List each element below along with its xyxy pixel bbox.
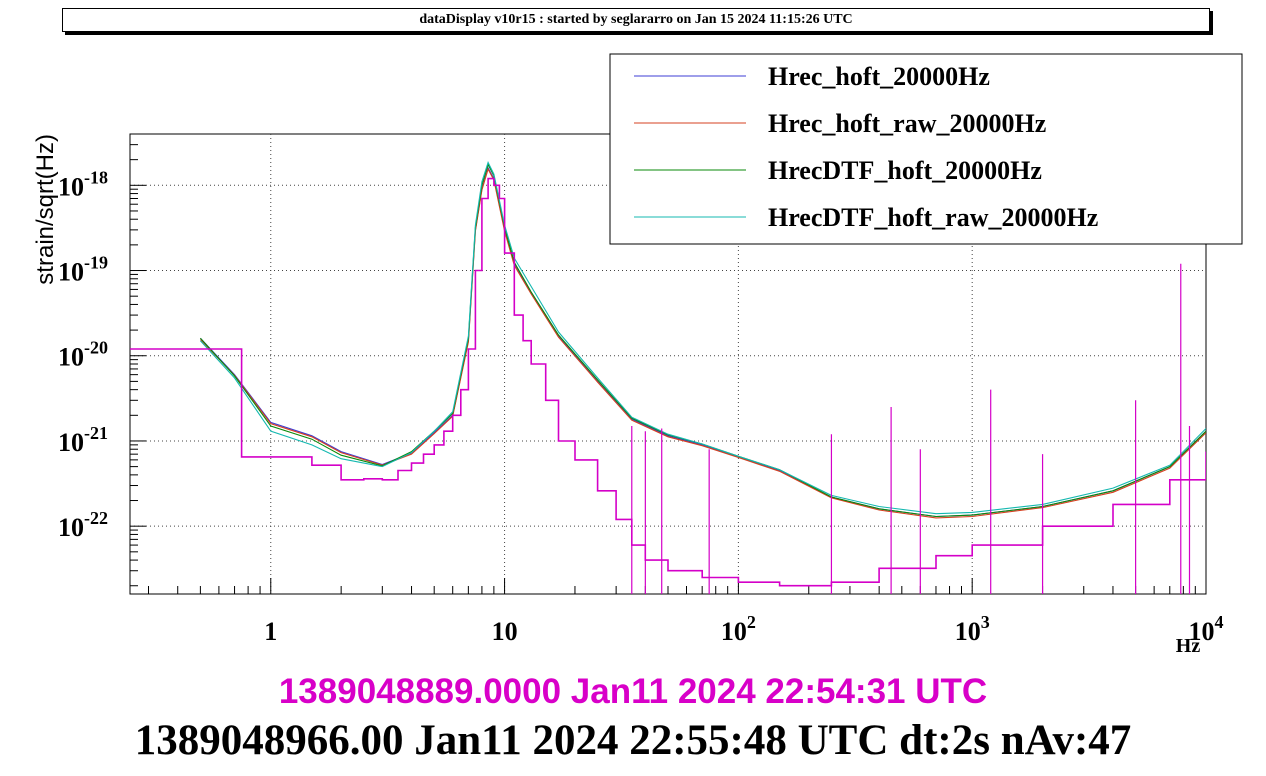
timestamp-end: 1389048966.00 Jan11 2024 22:55:48 UTC dt… [134, 717, 1132, 764]
legend-entry-3: HrecDTF_hoft_raw_20000Hz [768, 203, 1098, 232]
legend-entry-2: HrecDTF_hoft_20000Hz [768, 156, 1042, 185]
y-tick-label-0: 10-22 [58, 508, 108, 542]
x-tick-label-1: 10 [492, 617, 518, 646]
window-title: dataDisplay v10r15 : started by seglarar… [419, 12, 853, 27]
series-line-2 [199, 163, 1206, 518]
x-tick-label-0: 1 [264, 617, 277, 646]
legend-entry-0: Hrec_hoft_20000Hz [768, 62, 990, 91]
window-title-bar: dataDisplay v10r15 : started by seglarar… [62, 8, 1210, 32]
y-axis-label: strain/sqrt(Hz) [32, 134, 59, 285]
series-line-4 [130, 177, 1206, 587]
timestamp-start: 1389048889.0000 Jan11 2024 22:54:31 UTC [278, 672, 988, 711]
x-tick-label-4: 104 [1189, 612, 1224, 646]
legend-entry-1: Hrec_hoft_raw_20000Hz [768, 109, 1046, 138]
y-tick-label-4: 10-18 [58, 167, 108, 201]
y-tick-label-2: 10-20 [58, 338, 108, 372]
legend-box [609, 53, 1243, 245]
x-tick-label-2: 102 [721, 612, 756, 646]
x-tick-label-3: 103 [955, 612, 990, 646]
y-tick-label-1: 10-21 [58, 423, 108, 457]
series-line-3 [199, 161, 1206, 515]
x-axis-label: Hz [1176, 635, 1201, 657]
y-tick-label-3: 10-19 [58, 253, 108, 287]
